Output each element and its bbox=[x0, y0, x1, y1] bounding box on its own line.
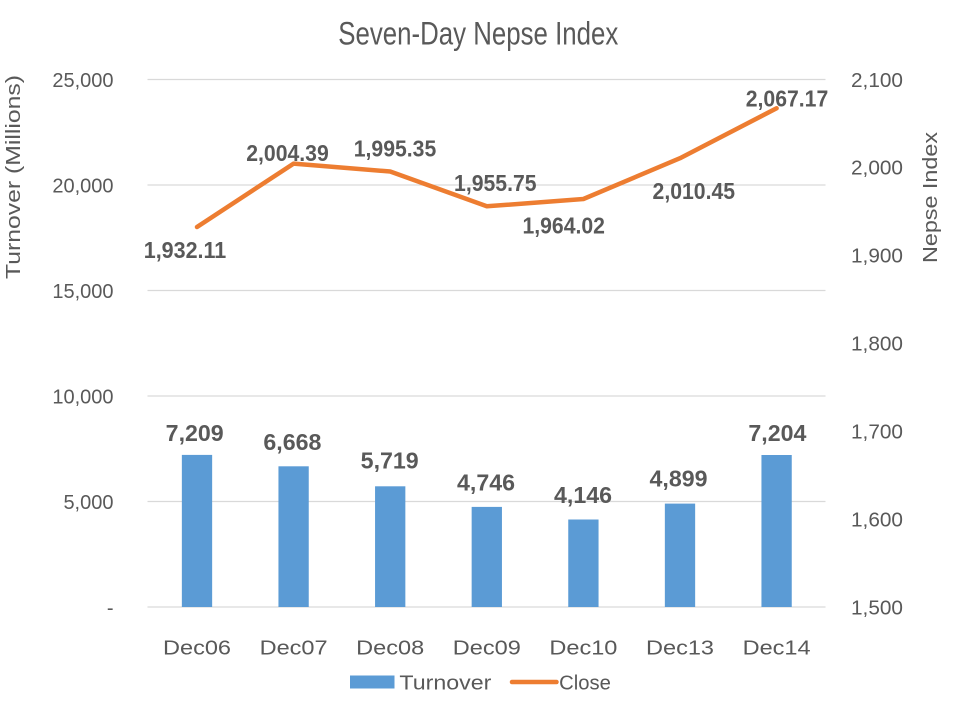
svg-text:25,000: 25,000 bbox=[52, 70, 113, 92]
svg-text:7,209: 7,209 bbox=[166, 420, 224, 446]
svg-text:1,932.11: 1,932.11 bbox=[144, 237, 227, 263]
svg-text:Nepse Index: Nepse Index bbox=[920, 132, 942, 263]
svg-text:Dec13: Dec13 bbox=[646, 638, 714, 660]
svg-text:1,600: 1,600 bbox=[851, 509, 903, 531]
svg-text:1,800: 1,800 bbox=[851, 334, 903, 356]
svg-text:Dec08: Dec08 bbox=[356, 638, 424, 660]
svg-text:Dec09: Dec09 bbox=[453, 638, 521, 660]
svg-text:4,899: 4,899 bbox=[650, 465, 708, 491]
svg-text:2,100: 2,100 bbox=[851, 70, 903, 92]
svg-text:5,000: 5,000 bbox=[63, 492, 113, 514]
svg-text:5,719: 5,719 bbox=[361, 448, 419, 474]
svg-text:1,995.35: 1,995.35 bbox=[354, 136, 437, 162]
svg-text:Turnover: Turnover bbox=[399, 673, 491, 695]
svg-text:2,004.39: 2,004.39 bbox=[246, 140, 329, 166]
svg-text:2,010.45: 2,010.45 bbox=[653, 178, 736, 204]
svg-text:4,746: 4,746 bbox=[457, 469, 515, 495]
svg-text:10,000: 10,000 bbox=[52, 386, 113, 408]
svg-text:Seven-Day Nepse Index: Seven-Day Nepse Index bbox=[338, 16, 618, 52]
svg-text:Dec07: Dec07 bbox=[260, 638, 328, 660]
svg-text:2,067.17: 2,067.17 bbox=[746, 86, 829, 112]
svg-text:1,700: 1,700 bbox=[851, 421, 903, 443]
svg-text:-: - bbox=[107, 597, 114, 619]
svg-text:20,000: 20,000 bbox=[52, 175, 113, 197]
svg-text:1,964.02: 1,964.02 bbox=[522, 213, 605, 239]
svg-text:7,204: 7,204 bbox=[748, 420, 806, 446]
svg-text:6,668: 6,668 bbox=[263, 429, 321, 455]
svg-text:Dec14: Dec14 bbox=[743, 638, 811, 660]
svg-text:Dec10: Dec10 bbox=[549, 638, 617, 660]
svg-text:15,000: 15,000 bbox=[52, 281, 113, 303]
svg-text:2,000: 2,000 bbox=[851, 158, 903, 180]
svg-text:Dec06: Dec06 bbox=[163, 638, 231, 660]
svg-text:1,500: 1,500 bbox=[851, 597, 903, 619]
svg-text:Close: Close bbox=[559, 673, 611, 695]
svg-text:1,955.75: 1,955.75 bbox=[454, 170, 537, 196]
svg-text:4,146: 4,146 bbox=[554, 482, 612, 508]
svg-text:Turnover (Millions): Turnover (Millions) bbox=[3, 75, 25, 279]
svg-text:1,900: 1,900 bbox=[851, 246, 903, 268]
